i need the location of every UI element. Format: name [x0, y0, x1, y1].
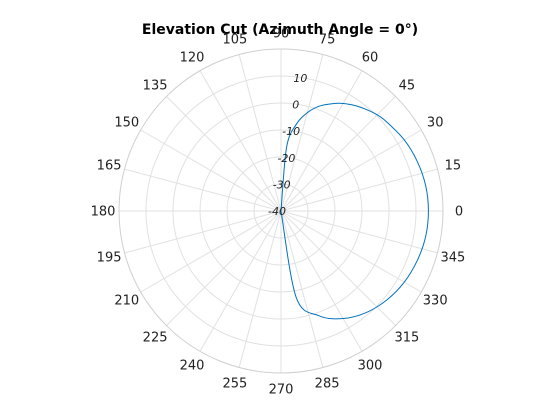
outer-boundary-circle	[118, 48, 444, 374]
angle-tick-label: 270	[269, 383, 294, 398]
angle-tick-label: 210	[114, 294, 139, 309]
angle-tick-label: 165	[97, 158, 122, 173]
grid-circle--30	[253, 183, 309, 239]
angle-tick-label: 45	[399, 79, 416, 94]
angle-tick-label: 285	[315, 376, 340, 391]
angle-tick-labels: 0 15 30 45 60 75 90 105 120 135 150 165 180 195 210 225…	[91, 27, 466, 398]
angle-tick-label: 330	[423, 294, 448, 309]
radial-grid-circles	[118, 48, 444, 374]
series-layer	[280, 102, 429, 320]
radius-tick-label: -20	[277, 152, 295, 165]
radius-tick-label: -10	[282, 125, 300, 138]
angle-tick-label: 225	[143, 330, 168, 345]
angle-tick-label: 30	[427, 116, 444, 131]
grid-circle--20	[226, 156, 336, 266]
angle-tick-label: 315	[394, 330, 419, 345]
angle-tick-label: 120	[180, 50, 205, 65]
angle-tick-label: 60	[362, 50, 379, 65]
angle-tick-label: 15	[445, 158, 462, 173]
series-line-0	[280, 102, 429, 320]
angle-tick-label: 195	[97, 251, 122, 266]
angle-tick-label: 0	[455, 205, 463, 220]
angle-tick-label: 90	[273, 27, 290, 42]
radius-tick-label: -30	[273, 178, 291, 191]
radius-tick-label: -40	[268, 205, 286, 218]
grid-circle-0	[172, 102, 390, 320]
angle-tick-label: 240	[180, 359, 205, 374]
angle-tick-label: 180	[91, 205, 116, 220]
angle-tick-label: 75	[319, 33, 336, 48]
angle-tick-label: 135	[143, 79, 168, 94]
chart-title-suffix: °)	[405, 22, 418, 38]
angle-tick-label: 255	[222, 376, 247, 391]
chart-title-main: Elevation Cut (Azimuth Angle = 0	[142, 22, 405, 38]
grid-circle-10	[145, 75, 417, 347]
radius-tick-label: 0	[292, 99, 299, 112]
angle-tick-label: 300	[358, 359, 383, 374]
angle-tick-label: 345	[440, 251, 465, 266]
radius-tick-labels: -40 -30 -20 -10 0 10	[268, 72, 307, 218]
angle-tick-label: 105	[222, 33, 247, 48]
angle-tick-label: 150	[114, 116, 139, 131]
radius-tick-label: 10	[293, 72, 307, 85]
chart-title: Elevation Cut (Azimuth Angle = 0°)	[142, 22, 418, 38]
grid-circle--10	[199, 129, 363, 293]
